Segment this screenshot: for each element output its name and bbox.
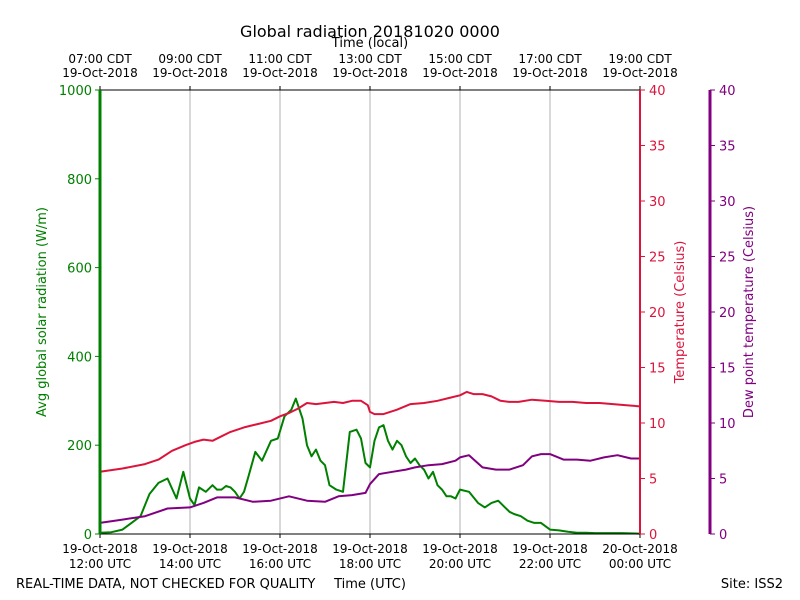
bottom-tick-date: 19-Oct-2018 (332, 542, 408, 556)
right-axis-tick-label: 35 (649, 140, 666, 155)
top-tick-date: 19-Oct-2018 (512, 66, 588, 80)
bottom-axis-label: Time (UTC) (333, 577, 406, 592)
top-tick-date: 19-Oct-2018 (332, 66, 408, 80)
bottom-tick-time: 18:00 UTC (339, 557, 401, 571)
series-line-temperature (99, 390, 641, 473)
top-tick-date: 19-Oct-2018 (242, 66, 318, 80)
left-axis-label: Avg global solar radiation (W/m) (35, 207, 50, 417)
right-axis-tick-label: 0 (649, 528, 657, 543)
right-axis-tick-label: 10 (649, 417, 666, 432)
left-axis-tick-label: 800 (67, 173, 92, 188)
top-tick-date: 19-Oct-2018 (152, 66, 228, 80)
far-right-axis-tick-label: 25 (719, 251, 736, 266)
top-tick-date: 19-Oct-2018 (422, 66, 498, 80)
bottom-tick-date: 19-Oct-2018 (422, 542, 498, 556)
vertical-gridlines (189, 90, 551, 534)
right-axis-tick-label: 15 (649, 362, 666, 377)
series-line-avg-global-solar-radiation (99, 397, 641, 535)
far-right-axis-label: Dew point temperature (Celsius) (742, 206, 757, 418)
far-right-axis-tick-label: 30 (719, 195, 736, 210)
right-axis-tick-label: 25 (649, 251, 666, 266)
far-right-axis-tick-label: 0 (719, 528, 727, 543)
top-tick-time: 19:00 CDT (608, 52, 672, 66)
left-axis-tick-label: 0 (84, 528, 92, 543)
bottom-tick-date: 19-Oct-2018 (152, 542, 228, 556)
top-tick-date: 19-Oct-2018 (62, 66, 138, 80)
top-tick-time: 17:00 CDT (518, 52, 582, 66)
top-tick-time: 07:00 CDT (68, 52, 132, 66)
top-tick-time: 11:00 CDT (248, 52, 312, 66)
bottom-tick-time: 20:00 UTC (429, 557, 491, 571)
bottom-tick-date: 20-Oct-2018 (602, 542, 678, 556)
top-tick-time: 15:00 CDT (428, 52, 492, 66)
bottom-tick-time: 22:00 UTC (519, 557, 581, 571)
right-axis-tick-label: 5 (649, 473, 657, 488)
left-axis-tick-label: 200 (67, 439, 92, 454)
quality-disclaimer: REAL-TIME DATA, NOT CHECKED FOR QUALITY (16, 577, 315, 592)
left-axis-tick-label: 1000 (59, 84, 92, 99)
series-lines (99, 390, 641, 535)
bottom-tick-time: 00:00 UTC (609, 557, 671, 571)
chart-title: Global radiation 20181020 0000 (240, 22, 500, 41)
site-label: Site: ISS2 (721, 577, 783, 592)
top-tick-time: 13:00 CDT (338, 52, 402, 66)
far-right-axis-tick-label: 10 (719, 417, 736, 432)
left-axis-tick-label: 600 (67, 262, 92, 277)
axes (95, 86, 715, 538)
top-axis-label: Time (local) (331, 36, 408, 51)
right-axis-tick-label: 20 (649, 306, 666, 321)
bottom-tick-date: 19-Oct-2018 (512, 542, 588, 556)
far-right-axis-tick-label: 15 (719, 362, 736, 377)
right-axis-tick-label: 30 (649, 195, 666, 210)
top-tick-date: 19-Oct-2018 (602, 66, 678, 80)
far-right-axis-tick-label: 40 (719, 84, 736, 99)
right-axis-tick-label: 40 (649, 84, 666, 99)
series-line-dew-point-temperature (99, 453, 640, 524)
top-tick-time: 09:00 CDT (158, 52, 222, 66)
bottom-tick-time: 14:00 UTC (159, 557, 221, 571)
bottom-tick-time: 16:00 UTC (249, 557, 311, 571)
far-right-axis-tick-label: 20 (719, 306, 736, 321)
far-right-axis-tick-label: 5 (719, 473, 727, 488)
bottom-tick-time: 12:00 UTC (69, 557, 131, 571)
right-axis-label: Temperature (Celsius) (673, 241, 688, 385)
far-right-axis-tick-label: 35 (719, 140, 736, 155)
bottom-tick-date: 19-Oct-2018 (62, 542, 138, 556)
left-axis-tick-label: 400 (67, 350, 92, 365)
bottom-tick-date: 19-Oct-2018 (242, 542, 318, 556)
